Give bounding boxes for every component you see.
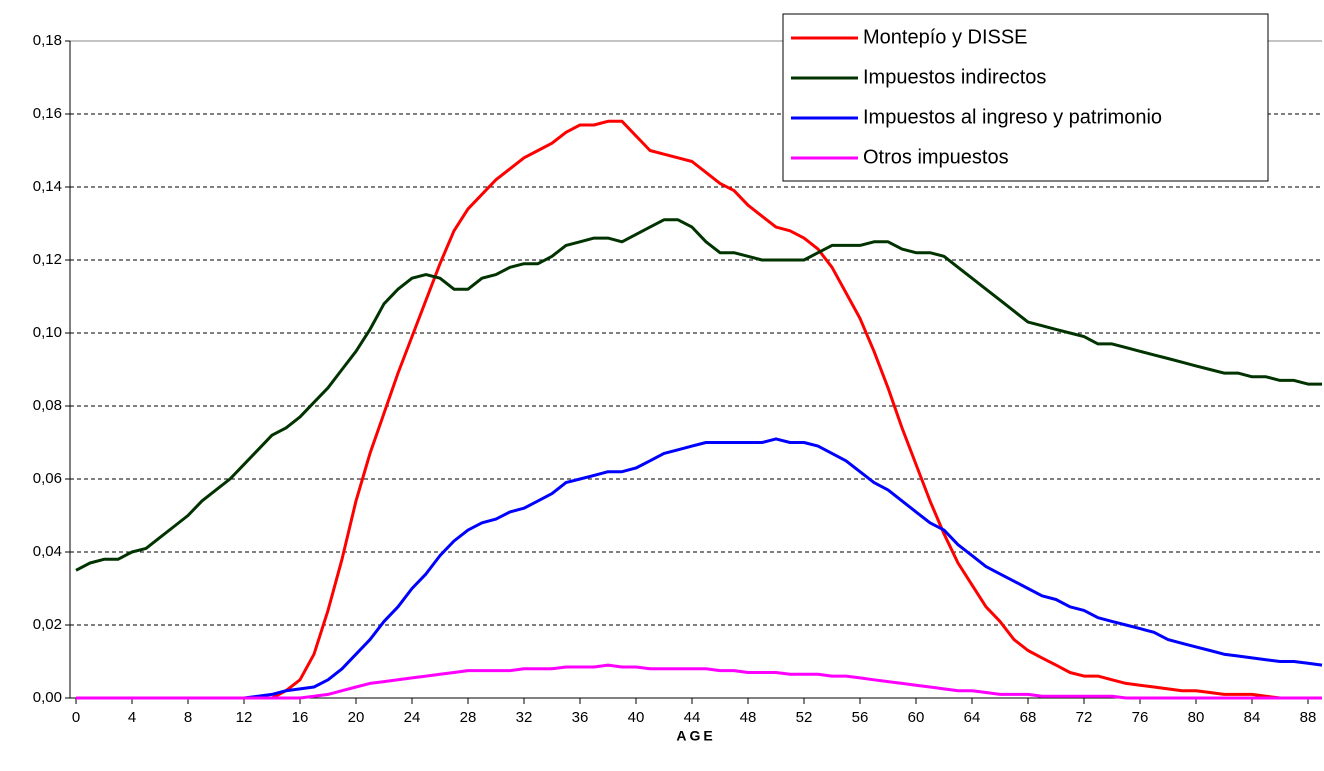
x-tick-label: 56	[852, 709, 869, 726]
x-tick-label: 48	[740, 709, 757, 726]
x-tick-label: 64	[964, 709, 981, 726]
x-tick-label: 84	[1244, 709, 1261, 726]
x-tick-label: 76	[1132, 709, 1149, 726]
y-tick-label: 0,18	[33, 32, 62, 49]
y-tick-label: 0,08	[33, 397, 62, 414]
series-line	[76, 119, 1322, 700]
x-tick-label: 8	[184, 709, 192, 726]
x-tick-label: 12	[236, 709, 253, 726]
y-tick-label: 0,06	[33, 470, 62, 487]
y-tick-label: 0,02	[33, 616, 62, 633]
x-tick-label: 72	[1076, 709, 1093, 726]
y-tick-label: 0,12	[33, 251, 62, 268]
legend: Montepío y DISSE Impuestos indirectos Impu…	[782, 13, 1269, 182]
y-tick-label: 0,14	[33, 178, 62, 195]
legend-label: Impuestos indirectos	[863, 66, 1046, 88]
x-tick-label: 32	[516, 709, 533, 726]
x-tick-label: 60	[908, 709, 925, 726]
series-line	[76, 437, 1323, 700]
x-tick-label: 4	[128, 709, 136, 726]
x-tick-label: 68	[1020, 709, 1037, 726]
y-tick-label: 0,16	[33, 105, 62, 122]
y-tick-label: 0,04	[33, 543, 62, 560]
series-line	[76, 663, 1322, 700]
y-tick-label: 0,00	[33, 689, 62, 706]
y-tick-label: 0,10	[33, 324, 62, 341]
x-tick-label: 16	[292, 709, 309, 726]
legend-label: Otros impuestos	[863, 146, 1009, 168]
x-tick-label: 88	[1300, 709, 1317, 726]
x-tick-label: 0	[72, 709, 80, 726]
x-axis-label: AGE	[676, 728, 715, 744]
x-tick-label: 40	[628, 709, 645, 726]
legend-label: Montepío y DISSE	[863, 26, 1028, 48]
x-tick-label: 28	[460, 709, 477, 726]
x-tick-label: 80	[1188, 709, 1205, 726]
x-tick-label: 52	[796, 709, 813, 726]
x-tick-label: 36	[572, 709, 589, 726]
x-tick-label: 44	[684, 709, 701, 726]
legend-label: Impuestos al ingreso y patrimonio	[863, 106, 1162, 128]
x-tick-label: 24	[404, 709, 421, 726]
series-line	[75, 218, 1322, 572]
x-tick-label: 20	[348, 709, 365, 726]
legend-box	[782, 13, 1269, 182]
